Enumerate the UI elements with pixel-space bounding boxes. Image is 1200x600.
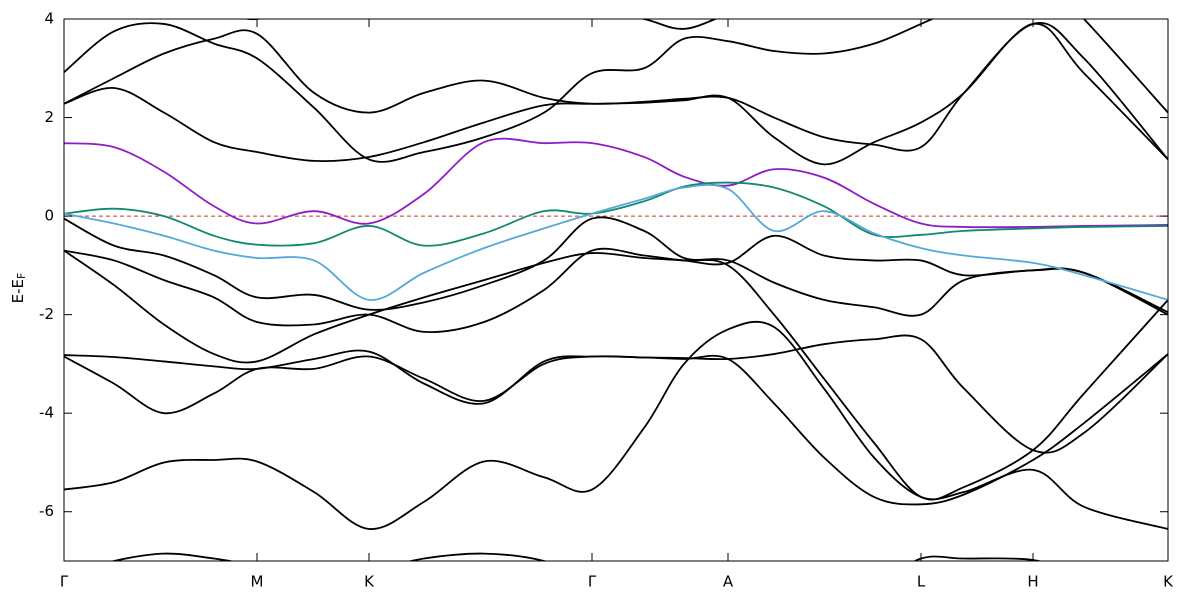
band-line — [110, 552, 1043, 561]
band-line — [64, 21, 1168, 161]
band-line — [243, 19, 718, 30]
plot-area — [64, 19, 1168, 561]
y-axis-label-main: E-E — [9, 279, 27, 303]
y-tick-label: -2 — [39, 305, 54, 323]
y-tick-label: 0 — [44, 207, 54, 225]
band-line — [64, 184, 1168, 301]
x-tick-label: H — [1027, 573, 1038, 591]
x-tick-label: Γ — [60, 573, 69, 591]
plot-frame — [63, 18, 1169, 562]
band-line — [64, 320, 1168, 530]
y-tick-label: -6 — [39, 502, 54, 520]
y-tick-label: 4 — [44, 10, 54, 28]
band-line — [64, 216, 1168, 317]
x-tick-label: Γ — [588, 573, 597, 591]
y-tick-label: 2 — [44, 108, 54, 126]
y-tick-label: -4 — [39, 404, 54, 422]
band-line — [64, 234, 1168, 333]
band-line — [64, 334, 1168, 454]
x-tick-label: L — [917, 573, 926, 591]
x-tick-label: K — [1163, 573, 1174, 591]
band-line — [64, 353, 1168, 506]
x-tick-label: A — [723, 573, 734, 591]
band-line — [64, 19, 1168, 163]
x-tick-label: M — [251, 573, 264, 591]
x-tick-label: K — [364, 573, 375, 591]
y-axis-label: E-EF — [9, 273, 29, 304]
band-line — [64, 22, 1168, 166]
band-line — [64, 249, 1168, 501]
band-line — [64, 181, 1168, 247]
band-line — [64, 137, 1168, 229]
y-axis-label-sub: F — [15, 273, 28, 279]
